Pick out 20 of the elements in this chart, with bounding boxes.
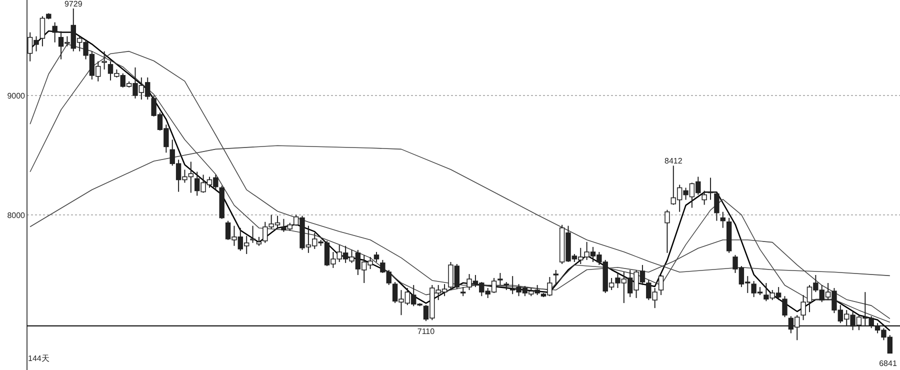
annotation: 8412 — [664, 156, 683, 166]
candlestick — [52, 22, 58, 43]
candlestick — [250, 225, 256, 244]
candlestick — [553, 269, 558, 285]
annotation: 6841 — [879, 359, 898, 368]
candlestick — [498, 272, 503, 286]
candlestick — [714, 191, 720, 222]
candlestick — [658, 274, 664, 296]
annotation: 7110 — [417, 327, 436, 336]
annotation: 9729 — [64, 0, 83, 8]
candlestick — [702, 190, 707, 206]
candlestick — [102, 50, 107, 70]
y-tick-label: 8000 — [7, 210, 26, 220]
candlestick — [720, 211, 726, 228]
candlestick — [374, 251, 380, 262]
y-tick-label: 9000 — [7, 91, 26, 100]
candlestick — [460, 286, 466, 297]
candlestick — [782, 296, 788, 318]
annotation: 144天 — [28, 354, 50, 363]
candlestick — [664, 209, 670, 254]
